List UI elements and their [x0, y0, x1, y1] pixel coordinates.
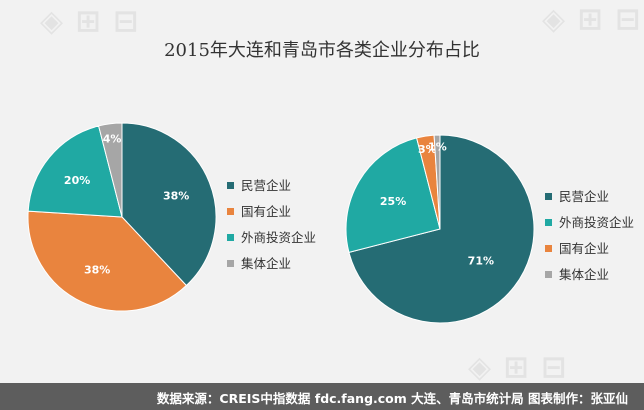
legend-item: 国有企业	[545, 238, 609, 257]
legend-swatch	[227, 182, 234, 189]
legend-item: 民营企业	[227, 175, 291, 194]
footer-bar: 数据来源：CREIS中指数据 fdc.fang.com 大连、青岛市统计局 图表…	[0, 383, 644, 410]
pie-slice	[27, 210, 188, 312]
legend-label: 国有企业	[241, 204, 292, 219]
chart-title: 2015年大连和青岛市各类企业分布占比	[164, 40, 480, 61]
watermark-logo: ◈ ⊞ ⊟	[468, 350, 568, 385]
watermark-logo: ◈ ⊞ ⊟	[542, 2, 642, 37]
legend-item: 民营企业	[545, 186, 609, 205]
watermark-logo: ◈ ⊞ ⊟	[40, 4, 140, 39]
legend-swatch	[545, 245, 552, 252]
legend-label: 外商投资企业	[559, 215, 635, 230]
data-label: 20%	[64, 174, 90, 187]
legend-item: 外商投资企业	[227, 227, 316, 246]
legend-item: 集体企业	[545, 264, 609, 283]
legend-item: 外商投资企业	[545, 212, 634, 231]
pie-charts: 38% 38% 20% 4% 71% 25% 3%1%	[27, 122, 535, 324]
legend-label: 外商投资企业	[241, 230, 317, 245]
legend-swatch	[545, 193, 552, 200]
pie-slice	[98, 122, 123, 218]
data-label: 71%	[468, 255, 494, 268]
data-label: 38%	[163, 190, 189, 203]
legend-label: 国有企业	[559, 241, 610, 256]
footer-source: 数据来源：CREIS中指数据 fdc.fang.com 大连、青岛市统计局 图表…	[156, 391, 628, 406]
legend-swatch	[227, 260, 234, 267]
legend-swatch	[545, 219, 552, 226]
pie-slice	[433, 134, 441, 230]
legend-item: 集体企业	[227, 253, 291, 272]
data-label: 3%	[418, 143, 437, 156]
legend-swatch	[545, 271, 552, 278]
pie-slice	[121, 122, 217, 287]
pie-slice	[348, 134, 535, 324]
legend-label: 民营企业	[559, 189, 610, 204]
legend-label: 集体企业	[559, 267, 610, 282]
data-label: 25%	[380, 195, 406, 208]
data-label: 1%	[428, 140, 447, 153]
legend-swatch	[227, 208, 234, 215]
legend-label: 集体企业	[241, 256, 292, 271]
data-label: 38%	[84, 264, 110, 277]
legend-swatch	[227, 234, 234, 241]
legend-label: 民营企业	[241, 178, 292, 193]
legend-item: 国有企业	[227, 201, 291, 220]
pie-slice	[27, 125, 123, 218]
data-label: 4%	[103, 133, 122, 146]
pie-slice	[345, 137, 441, 253]
